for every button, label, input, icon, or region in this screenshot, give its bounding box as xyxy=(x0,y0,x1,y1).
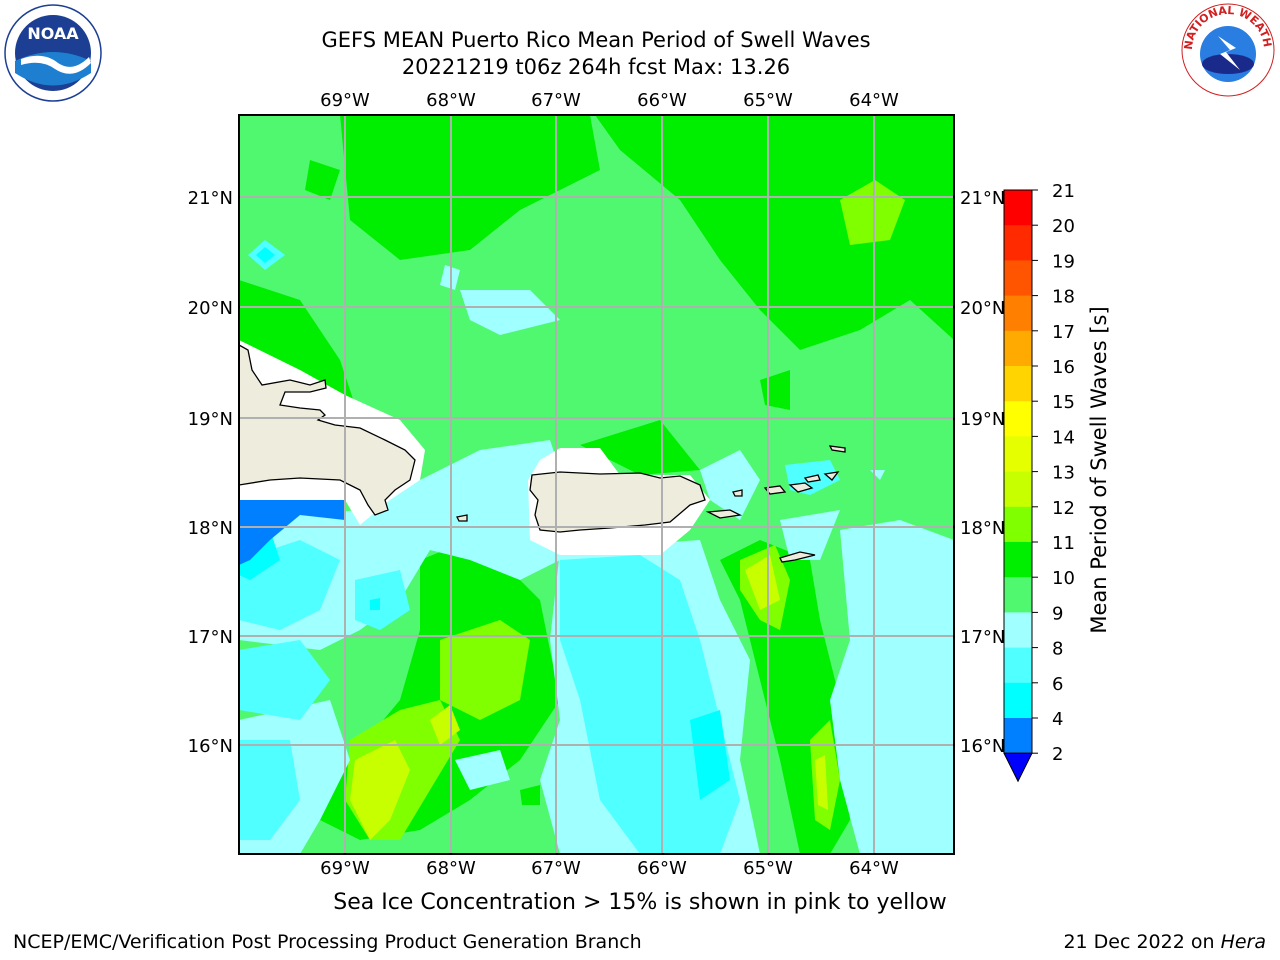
colorbar-tick-label: 17 xyxy=(1052,322,1075,343)
footer-date: 21 Dec 2022 on Hera xyxy=(1063,931,1266,953)
colorbar-swatch xyxy=(1004,542,1032,578)
colorbar-tick-label: 13 xyxy=(1052,463,1075,484)
colorbar: 21 20 19 18 17 16 15 14 13 12 11 10 9 8 6 4 2 Mean Perio… xyxy=(1003,181,1111,783)
lat-label-right: 16°N xyxy=(960,736,1005,757)
colorbar-tick-label: 18 xyxy=(1052,287,1075,308)
footer-credit: NCEP/EMC/Verification Post Processing Pr… xyxy=(13,931,642,953)
colorbar-tick-label: 6 xyxy=(1052,674,1063,695)
lon-label-top: 67°W xyxy=(531,90,581,111)
colorbar-tick-label: 12 xyxy=(1052,498,1075,519)
colorbar-label: Mean Period of Swell Waves [s] xyxy=(1087,306,1111,633)
noaa-logo-icon: NOAA xyxy=(4,4,102,102)
colorbar-swatch xyxy=(1004,366,1032,402)
colorbar-swatch xyxy=(1004,718,1032,754)
lat-label-right: 17°N xyxy=(960,627,1005,648)
colorbar-swatch xyxy=(1004,647,1032,684)
lat-label-left: 18°N xyxy=(188,518,233,539)
colorbar-tick-label: 20 xyxy=(1052,216,1075,237)
hispaniola-land xyxy=(239,344,416,516)
colorbar-swatch xyxy=(1004,471,1032,508)
map-frame xyxy=(238,114,955,855)
colorbar-tick-label: 14 xyxy=(1052,427,1075,448)
lat-label-right: 19°N xyxy=(960,409,1005,430)
colorbar-swatch xyxy=(1004,682,1032,719)
lat-label-left: 16°N xyxy=(188,736,233,757)
footer-host: Hera xyxy=(1220,931,1266,953)
colorbar-tick-label: 15 xyxy=(1052,392,1075,413)
colorbar-swatch xyxy=(1004,260,1032,297)
colorbar-swatch xyxy=(1004,577,1032,613)
lon-label-bottom: 64°W xyxy=(849,858,899,879)
lon-label-top: 69°W xyxy=(320,90,370,111)
lon-label-bottom: 69°W xyxy=(320,858,370,879)
noaa-logo-text: NOAA xyxy=(27,24,79,43)
lon-label-top: 68°W xyxy=(426,90,476,111)
colorbar-tick-label: 11 xyxy=(1052,533,1075,554)
sea-ice-note: Sea Ice Concentration > 15% is shown in … xyxy=(333,890,947,915)
colorbar-swatch xyxy=(1004,401,1032,437)
lat-label-right: 18°N xyxy=(960,518,1005,539)
lat-label-right: 20°N xyxy=(960,298,1005,319)
colorbar-swatch xyxy=(1004,330,1032,367)
colorbar-tick-labels: 21 20 19 18 17 16 15 14 13 12 11 10 9 8 6 4 2 xyxy=(1032,181,1075,765)
lat-label-left: 19°N xyxy=(188,409,233,430)
colorbar-swatch xyxy=(1004,436,1032,473)
lon-label-top: 65°W xyxy=(743,90,793,111)
colorbar-swatch xyxy=(1004,190,1032,226)
colorbar-swatch xyxy=(1004,506,1032,543)
lat-label-left: 20°N xyxy=(188,298,233,319)
colorbar-tick-label: 9 xyxy=(1052,603,1063,624)
swell-period-field xyxy=(239,115,954,854)
chart-subtitle: 20221219 t06z 264h fcst Max: 13.26 xyxy=(401,55,791,79)
lat-label-left: 21°N xyxy=(188,188,233,209)
colorbar-tick-label: 10 xyxy=(1052,568,1075,589)
lon-label-top: 66°W xyxy=(637,90,687,111)
colorbar-tick-label: 16 xyxy=(1052,357,1075,378)
colorbar-tick-label: 2 xyxy=(1052,744,1063,765)
map-gridlines xyxy=(239,115,954,854)
colorbar-extend-triangle xyxy=(1003,752,1033,783)
lon-label-bottom: 67°W xyxy=(531,858,581,879)
colorbar-swatches xyxy=(1003,189,1033,783)
colorbar-swatch xyxy=(1004,225,1032,261)
colorbar-tick-label: 21 xyxy=(1052,181,1075,202)
colorbar-swatch xyxy=(1004,612,1032,649)
lat-label-right: 21°N xyxy=(960,188,1005,209)
colorbar-swatch xyxy=(1004,295,1032,332)
chart-title: GEFS MEAN Puerto Rico Mean Period of Swe… xyxy=(321,28,871,52)
lon-label-bottom: 65°W xyxy=(743,858,793,879)
lon-label-top: 64°W xyxy=(849,90,899,111)
colorbar-tick-label: 19 xyxy=(1052,251,1075,272)
colorbar-tick-label: 8 xyxy=(1052,639,1063,660)
lon-label-bottom: 68°W xyxy=(426,858,476,879)
nws-logo-icon: NATIONAL WEATHER SERVICE xyxy=(1178,0,1275,97)
lon-label-bottom: 66°W xyxy=(637,858,687,879)
lat-label-left: 17°N xyxy=(188,627,233,648)
footer-date-text: 21 Dec 2022 on xyxy=(1063,931,1221,953)
colorbar-tick-label: 4 xyxy=(1052,709,1063,730)
